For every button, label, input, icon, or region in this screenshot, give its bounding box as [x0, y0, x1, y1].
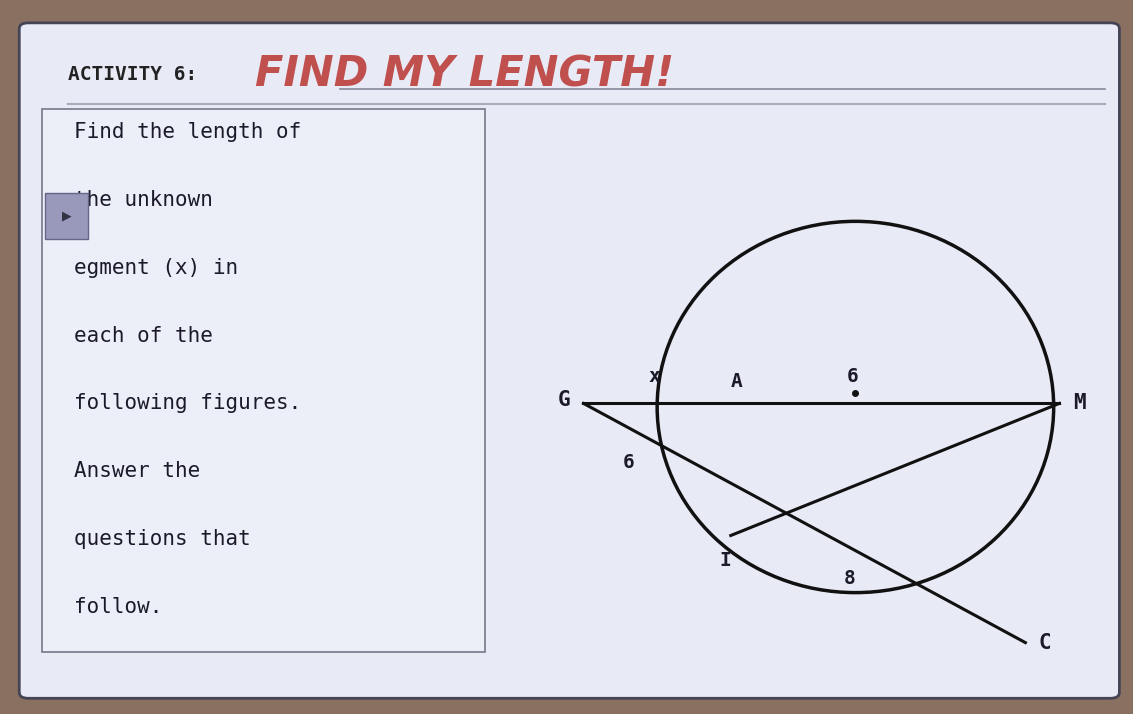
Text: egment (x) in: egment (x) in [74, 258, 238, 278]
Text: the unknown: the unknown [74, 190, 213, 210]
Text: following figures.: following figures. [74, 393, 301, 413]
Text: follow.: follow. [74, 597, 162, 617]
Bar [45, 193, 88, 239]
Text: x: x [648, 366, 661, 386]
Text: C: C [1039, 633, 1051, 653]
Text: ACTIVITY 6:: ACTIVITY 6: [68, 66, 208, 84]
Text: questions that: questions that [74, 529, 250, 549]
Text: each of the: each of the [74, 326, 213, 346]
Text: M: M [1073, 393, 1085, 413]
Text: ▶: ▶ [62, 210, 71, 223]
FancyBboxPatch shape [42, 109, 485, 652]
Text: 6: 6 [846, 366, 859, 386]
Text: 6: 6 [623, 453, 634, 472]
Text: G: G [557, 390, 570, 410]
Text: I: I [719, 551, 731, 570]
Text: Answer the: Answer the [74, 461, 199, 481]
Text: Find the length of: Find the length of [74, 122, 301, 142]
Text: A: A [731, 371, 742, 391]
Text: 8: 8 [844, 569, 855, 588]
Text: FIND MY LENGTH!: FIND MY LENGTH! [255, 54, 674, 96]
FancyBboxPatch shape [19, 23, 1119, 698]
